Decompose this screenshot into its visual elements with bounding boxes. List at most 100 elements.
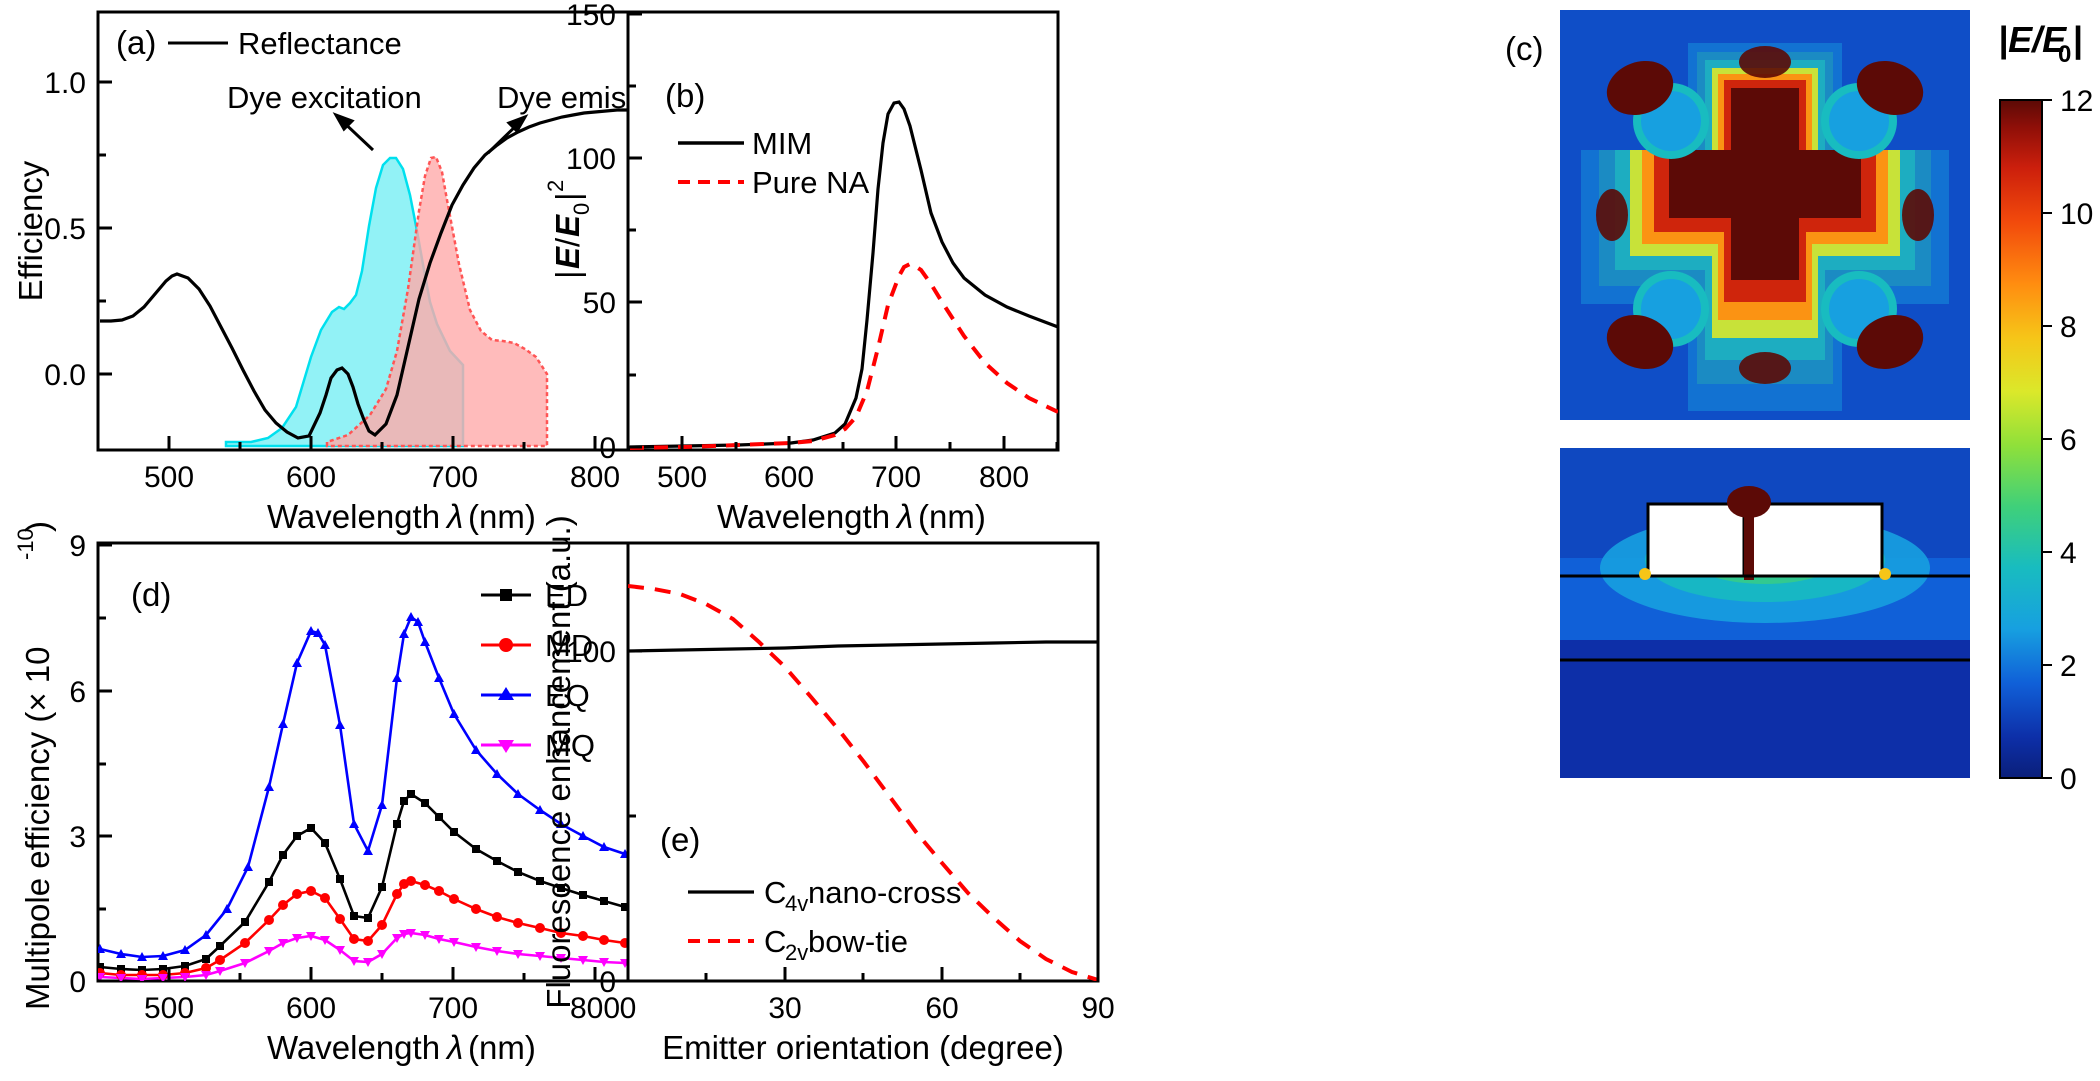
panel-a-annotation-excitation: Dye excitation [227,80,422,115]
panel-d-ylabel-exp: -10 [13,528,38,560]
colorbar-tick-6: 6 [2060,424,2077,457]
panel-b-frame [626,10,1060,452]
panel-b-ylabel: | E / E 0 | 2 [543,180,594,279]
c2v-bow-tie-curve [628,584,1098,981]
panel-d-ylabel-main: Multipole efficiency (× 10 [19,647,56,1011]
panel-b-ytick-1: 150 [566,0,616,32]
panel-d-ytick-6: 6 [69,676,86,709]
panel-e-label: (e) [660,821,700,858]
panel-e-legend-c4v-post: nano-cross [808,875,961,910]
c4v-nano-cross-curve [628,640,1098,653]
legend-marker-ed [500,589,512,601]
panel-a-xlabel-unit: (nm) [468,498,536,535]
panel-e-ylabel: Fluorescence enhancement (a.u.) [540,515,577,1008]
panel-e-legend-c4v-sub: 4v [785,891,808,916]
pure-na-curve [629,261,1058,450]
panel-d-legend-md: MD [545,628,593,663]
panel-d-xtick-4: 800 [570,992,620,1025]
legend-marker-mq [498,740,514,753]
panel-c-top-map [1560,10,1970,420]
panel-d-legend-mq: MQ [545,728,595,763]
crosssection-edge-hot-right [1879,568,1891,580]
colorbar-tick-4: 4 [2060,537,2077,570]
colorbar-title-sub: 0 [2058,41,2071,68]
panel-d-xlabel-main: Wavelength [267,1029,440,1066]
panel-b-legend-purena: Pure NA [752,165,869,200]
panel-d-ytick-9: 9 [69,530,86,563]
colorbar-gradient [1999,99,2043,779]
crosssection-gap-hotspot [1744,500,1754,580]
panel-b-xlabel: Wavelength λ (nm) [717,498,986,535]
colorbar-ticks [2042,99,2052,779]
panel-a-xlabel: Wavelength λ (nm) [267,498,536,535]
colorbar-tick-2: 2 [2060,650,2077,683]
panel-d-xtick-3: 700 [428,992,478,1025]
panel-e: 100 0 0 30 60 90 Emitter orientation (de… [540,515,1115,1066]
panel-b-ytick-2: 100 [566,143,616,176]
panel-b-ytick-4: 0 [599,432,616,465]
colorbar-title: |E/E 0 | [1998,19,2083,68]
panel-b-xtick-3: 700 [871,461,921,494]
panel-d-legend-eq: EQ [545,678,590,713]
panel-a-ytick-1: 1.0 [44,67,86,100]
panel-e-legend-c4v-pre: C [764,875,786,910]
colorbar-tick-8: 8 [2060,311,2077,344]
arrow-emission-head [506,114,529,134]
panel-b-ylabel-bar2: | [549,192,586,201]
dye-emission-area [325,155,549,448]
panel-d-ylabel-close: ) [19,521,56,532]
crosssection-gap-hot-top [1727,486,1771,518]
panel-b-ylabel-slash: / [549,237,586,247]
nearfield-arm-tips [1596,46,1934,384]
arrow-excitation-head [332,112,355,132]
nearfield-cross-shape [1581,43,1949,411]
panel-d: 9 6 3 0 500 600 700 800 Wavelength λ (nm… [13,521,670,1066]
panel-a-xlabel-lambda: λ [445,498,463,535]
panel-b-xtick-1: 500 [657,461,707,494]
panel-a-ytick-2: 0.5 [44,213,86,246]
panel-d-frame [96,541,670,983]
panel-b-ytick-3: 50 [583,287,616,320]
panel-d-xtick-2: 600 [286,992,336,1025]
panel-e-xtick-30: 30 [768,992,801,1025]
panel-d-y-ticks [98,543,112,983]
crosssection-edge-hot-left [1639,568,1651,580]
panel-b-y-ticks [628,12,642,449]
panel-a-y-ticks [98,80,112,376]
panel-e-xtick-90: 90 [1081,992,1114,1025]
panel-d-ylabel: Multipole efficiency (× 10 -10 ) [13,521,56,1010]
panel-b-xtick-2: 600 [764,461,814,494]
panel-e-plot-area [628,584,1098,981]
panel-b-ylabel-sup: 2 [543,180,568,192]
panel-b-legend-mim: MIM [752,126,812,161]
colorbar-title-end: | [2073,19,2083,61]
reflectance-curve [100,107,668,440]
panel-b-ylabel-sub: 0 [569,203,594,215]
panel-c: (c) [1505,10,1970,778]
colorbar-tick-0: 0 [2060,763,2077,796]
panel-e-x-ticks [626,967,1100,981]
panel-e-xtick-0: 0 [620,992,637,1025]
panel-d-xlabel-unit: (nm) [468,1029,536,1066]
panel-a-xtick-1: 500 [144,461,194,494]
panel-e-xtick-60: 60 [925,992,958,1025]
panel-d-ytick-3: 3 [69,821,86,854]
ed-markers [98,790,668,974]
panel-d-ytick-0: 0 [69,966,86,999]
panel-b-xlabel-unit: (nm) [918,498,986,535]
panel-e-y-ticks [628,649,642,983]
panel-a-plot-area [100,107,668,448]
panel-b-xtick-4: 800 [979,461,1029,494]
panel-b-ylabel-bar1: | [549,270,586,279]
crosssection-substrate [1560,640,1970,778]
panel-b-ylabel-E1: E [549,246,586,269]
colorbar-tick-12: 12 [2060,85,2093,118]
panel-b-x-ticks [680,436,1059,450]
panel-a-legend-label: Reflectance [238,26,402,61]
panel-e-xlabel: Emitter orientation (degree) [662,1029,1064,1066]
legend-marker-md [499,638,513,652]
panel-e-legend-c2v-pre: C [764,924,786,959]
colorbar-title-pre: |E/E [1998,19,2067,60]
panel-b: 150 100 50 0 500 600 700 800 Wavelength … [543,0,1060,535]
